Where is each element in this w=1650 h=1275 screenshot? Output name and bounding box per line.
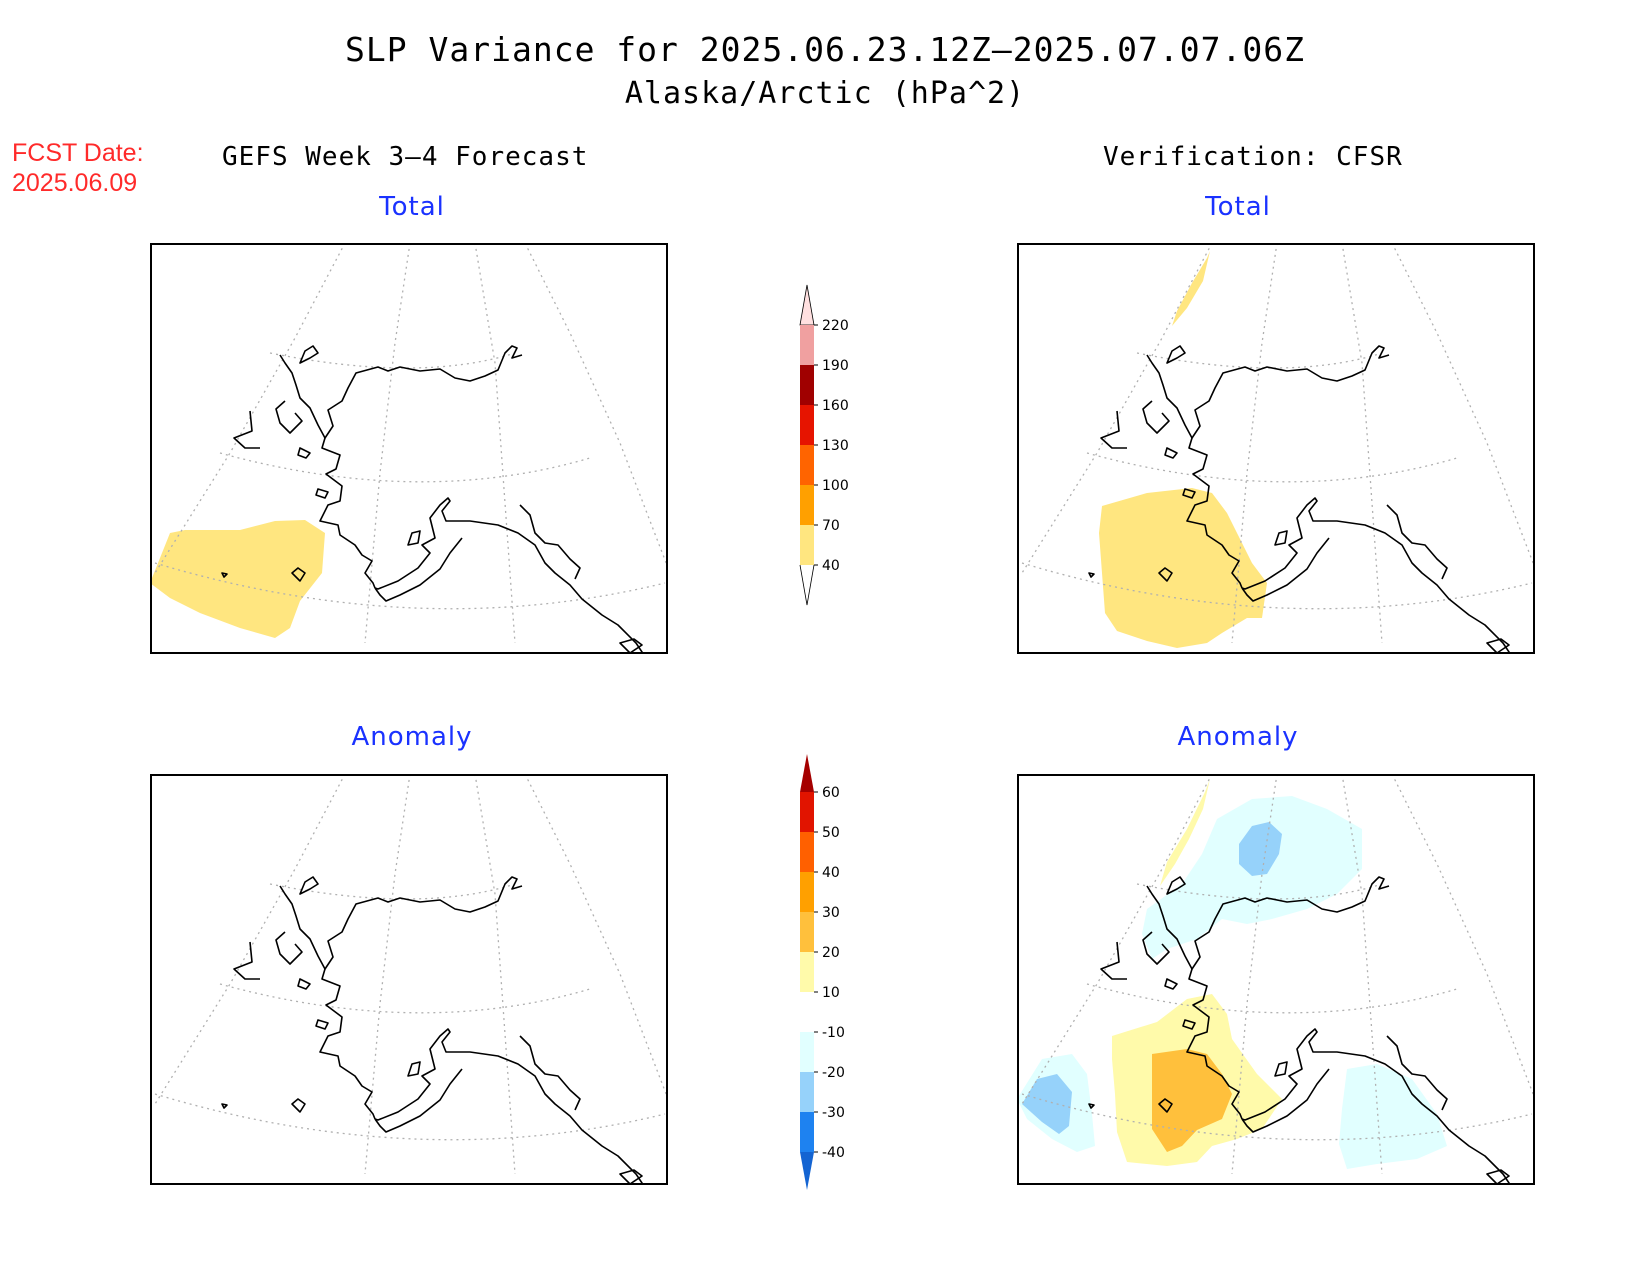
colorbar-anomaly-swatch [800,992,814,1032]
panel-title-verification-total: Total [1205,192,1271,222]
anomaly-shading-10-20-north [1160,779,1210,886]
anomaly-shading-neg10-neg20-east [1339,1064,1447,1169]
map-verification-total [1017,243,1535,654]
anomaly-shading-neg10-neg20-north [1142,796,1362,959]
colorbar-total-swatch [800,525,814,565]
colorbar-total-top-cap [799,284,815,326]
map-verification-anomaly [1017,774,1535,1185]
colorbar-total-label: 220 [822,318,849,334]
colorbar-anomaly-label: 50 [822,825,840,841]
colorbar-anomaly-label: 20 [822,945,840,961]
main-subtitle: Alaska/Arctic (hPa^2) [624,76,1026,111]
colorbar-total-swatch [800,365,814,405]
colorbar-anomaly-swatch [800,792,814,832]
colorbar-total-swatch [800,405,814,445]
colorbar-total-label: 160 [822,398,849,414]
colorbar-total-swatch [800,325,814,365]
colorbar-anomaly-bottom-cap [800,1152,814,1190]
anomaly-shading-neg20-neg30-west [1022,1074,1072,1134]
colorbar-anomaly-label: 10 [822,985,840,1001]
colorbar-anomaly-label: -10 [822,1025,845,1041]
forecast-column-header: GEFS Week 3–4 Forecast [222,142,589,172]
colorbar-anomaly-swatch [800,872,814,912]
colorbar-anomaly: -40 -30 -20 -10 10 20 30 40 50 60 [800,754,845,1190]
colorbar-total-label: 70 [822,518,840,534]
colorbar-anomaly-label: 60 [822,785,840,801]
colorbar-total-label: 130 [822,438,849,454]
colorbar-anomaly-swatch [800,912,814,952]
colorbar-total-swatch [800,445,814,485]
colorbar-total-label: 40 [822,558,840,574]
colorbar-anomaly-label: -30 [822,1105,845,1121]
colorbar-anomaly-label: -40 [822,1145,845,1161]
fcst-date-value: 2025.06.09 [12,169,138,197]
fcst-date-label: FCST Date: [12,139,144,167]
colorbar-total-swatch [800,485,814,525]
variance-shading-40-70-north [1172,251,1210,326]
colorbar-total: 40 70 100 130 160 190 220 [799,284,849,606]
colorbar-total-bottom-cap [799,564,815,606]
variance-shading-40-70 [150,520,325,638]
map-forecast-total [150,243,668,654]
main-title: SLP Variance for 2025.06.23.12Z–2025.07.… [345,30,1305,69]
panel-title-forecast-anomaly: Anomaly [351,722,473,752]
anomaly-shading-20-30-south [1152,1049,1232,1152]
map-forecast-anomaly [150,774,668,1185]
variance-shading-40-70-south [1099,488,1267,648]
colorbar-anomaly-top-cap [800,754,814,792]
colorbar-total-label: 190 [822,358,849,374]
verification-column-header: Verification: CFSR [1103,142,1403,172]
colorbar-anomaly-swatch [800,1032,814,1072]
colorbar-anomaly-swatch [800,1072,814,1112]
colorbar-anomaly-label: -20 [822,1065,845,1081]
colorbar-anomaly-label: 40 [822,865,840,881]
anomaly-shading-neg20-neg30-north [1239,822,1282,876]
colorbar-anomaly-swatch [800,832,814,872]
fcst-date-block: FCST Date: 2025.06.09 [12,138,144,198]
colorbar-anomaly-swatch [800,1112,814,1152]
colorbar-total-label: 100 [822,478,849,494]
colorbar-anomaly-label: 30 [822,905,840,921]
panel-title-verification-anomaly: Anomaly [1177,722,1299,752]
panel-title-forecast-total: Total [379,192,445,222]
colorbar-anomaly-swatch [800,952,814,992]
